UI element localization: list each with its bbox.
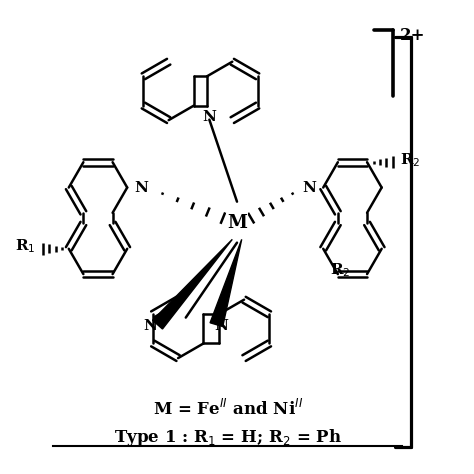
Text: M: M <box>227 214 247 232</box>
Text: N: N <box>202 110 216 124</box>
Text: R$_2$: R$_2$ <box>400 151 420 169</box>
Polygon shape <box>210 239 242 327</box>
Text: N: N <box>302 181 316 194</box>
Text: N: N <box>214 319 228 333</box>
Text: R$_1$: R$_1$ <box>15 237 36 255</box>
Polygon shape <box>153 239 232 329</box>
Text: Type 1 : R$_1$ = H; R$_2$ = Ph: Type 1 : R$_1$ = H; R$_2$ = Ph <box>114 427 342 448</box>
Text: M = Fe$^{II}$ and Ni$^{II}$: M = Fe$^{II}$ and Ni$^{II}$ <box>153 399 302 419</box>
Text: N: N <box>134 181 148 194</box>
Text: 2+: 2+ <box>400 27 425 44</box>
Text: N: N <box>144 319 157 333</box>
Text: R$_2$: R$_2$ <box>330 261 351 279</box>
